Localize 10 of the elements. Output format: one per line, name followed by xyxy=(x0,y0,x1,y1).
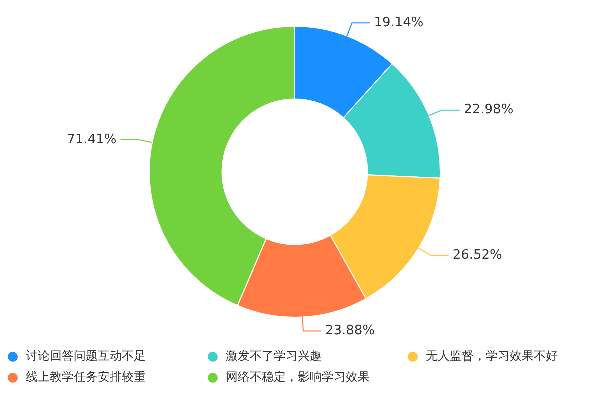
legend-label: 激发不了学习兴趣 xyxy=(226,348,322,365)
data-label: 22.98% xyxy=(464,102,514,118)
legend-label: 网络不稳定，影响学习效果 xyxy=(226,369,370,386)
legend-label: 无人监督，学习效果不好 xyxy=(426,348,558,365)
data-label: 23.88% xyxy=(325,324,376,339)
data-label: 26.52% xyxy=(452,248,502,263)
legend-label: 讨论回答问题互动不足 xyxy=(26,348,146,365)
data-label: 71.41% xyxy=(67,132,117,148)
legend-label: 线上教学任务安排较重 xyxy=(26,369,146,386)
data-label: 19.14% xyxy=(374,15,424,30)
